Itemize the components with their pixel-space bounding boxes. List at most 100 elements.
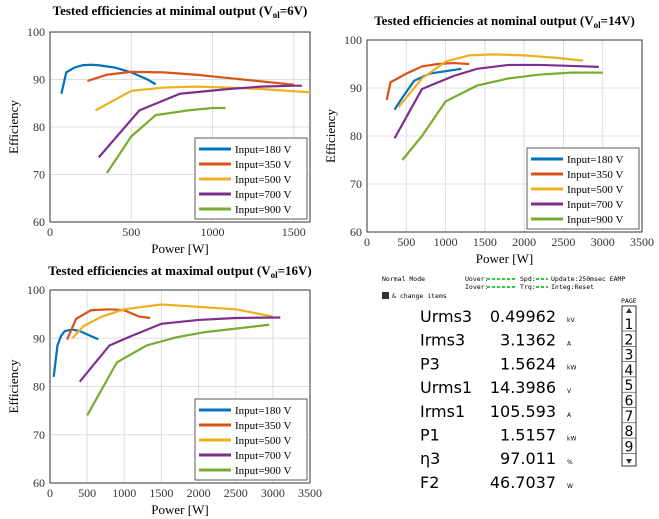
x-tick-label: 1500 (473, 235, 497, 249)
x-axis-label: Power [W] (476, 251, 533, 266)
meter-unit: A (567, 412, 572, 419)
y-tick-label: 70 (33, 428, 45, 442)
page-label: PAGE (621, 297, 637, 305)
legend-label: Input=700 V (235, 450, 291, 462)
figure: Normal Mode Uover: Iover: Spd: Trq: Upda… (0, 0, 659, 519)
legend-label: Input=500 V (235, 174, 291, 186)
page-number: 4 (625, 363, 634, 379)
meter-name: P3 (420, 354, 440, 373)
meter-value: 97.011 (500, 449, 556, 468)
legend-label: Input=180 V (567, 154, 623, 166)
chart: 60708090100050010001500Tested efficienci… (6, 3, 310, 256)
legend-label: Input=180 V (235, 405, 291, 417)
y-tick-label: 90 (33, 331, 45, 345)
legend-label: Input=900 V (567, 214, 623, 226)
title-text: Tested efficiencies at maximal output (V (48, 263, 271, 278)
x-tick-label: 3500 (298, 486, 322, 500)
meter-change: & change items (392, 292, 447, 300)
meter-unit: W (567, 483, 573, 490)
y-tick-label: 60 (33, 476, 45, 490)
meter-iover: Iover: (465, 283, 488, 291)
meter-integ: Integ:Reset (551, 283, 594, 291)
y-axis-label: Efficiency (323, 109, 338, 163)
title-text: Tested efficiencies at nominal output (V (374, 13, 594, 28)
meter-update: Update:250msec EAMP (551, 275, 625, 283)
meter-value: 14.3986 (490, 378, 556, 397)
x-tick-label: 1000 (201, 225, 225, 239)
legend-label: Input=700 V (235, 189, 291, 201)
y-tick-label: 80 (350, 129, 362, 143)
meter-unit: kW (567, 364, 576, 371)
meter-unit: kW (567, 436, 576, 443)
meter-name: Urms1 (420, 378, 472, 397)
meter-name: F2 (420, 473, 439, 492)
x-tick-label: 1500 (149, 486, 173, 500)
page-number: 8 (625, 424, 634, 440)
x-tick-label: 1000 (434, 235, 458, 249)
meter-mode: Normal Mode (382, 275, 425, 283)
y-tick-label: 100 (27, 25, 45, 39)
meter-unit: A (567, 341, 572, 348)
page-up (626, 308, 632, 313)
x-tick-label: 1000 (112, 486, 136, 500)
y-tick-label: 70 (350, 177, 362, 191)
y-axis-label: Efficiency (6, 359, 21, 413)
x-tick-label: 2500 (224, 486, 248, 500)
chart-title: Tested efficiencies at minimal output (V… (53, 3, 308, 20)
meter-name: Irms3 (420, 331, 465, 350)
legend-label: Input=180 V (235, 144, 291, 156)
page-number: 3 (625, 348, 634, 364)
y-tick-label: 100 (27, 283, 45, 297)
x-tick-label: 500 (122, 225, 140, 239)
page-number: 2 (625, 332, 634, 348)
y-tick-label: 60 (350, 225, 362, 239)
meter-name: η3 (420, 449, 440, 468)
x-tick-label: 500 (78, 486, 96, 500)
title-text: =16V) (278, 263, 312, 278)
meter-trq: Trq: (520, 283, 536, 291)
y-tick-label: 60 (33, 215, 45, 229)
meter-value: 1.5624 (500, 354, 556, 373)
legend-label: Input=700 V (567, 199, 623, 211)
meter-value: 1.5157 (500, 426, 556, 445)
legend-label: Input=500 V (235, 435, 291, 447)
meter-unit: V (567, 388, 572, 395)
x-axis-label: Power [W] (151, 502, 208, 517)
y-tick-label: 70 (33, 168, 45, 182)
meter-unit: % (567, 459, 573, 466)
meter-value: 46.7037 (490, 473, 556, 492)
x-tick-label: 3500 (630, 235, 654, 249)
legend-label: Input=350 V (235, 159, 291, 171)
legend-label: Input=350 V (567, 169, 623, 181)
title-text: Tested efficiencies at minimal output (V (53, 3, 274, 18)
x-tick-label: 3000 (591, 235, 615, 249)
meter-value: 105.593 (490, 402, 556, 421)
icon (382, 292, 389, 299)
meter-uover: Uover: (465, 275, 488, 283)
meter-unit: kV (567, 317, 575, 324)
legend-label: Input=900 V (235, 465, 291, 477)
x-tick-label: 3000 (261, 486, 285, 500)
x-tick-label: 0 (47, 225, 53, 239)
x-tick-label: 2500 (551, 235, 575, 249)
x-axis-label: Power [W] (151, 241, 208, 256)
page-number: 1 (625, 317, 634, 333)
page-number: 5 (625, 378, 634, 394)
legend-label: Input=900 V (235, 204, 291, 216)
page-number: 7 (625, 409, 634, 425)
x-tick-label: 0 (364, 235, 370, 249)
x-tick-label: 0 (47, 486, 53, 500)
meter-name: Urms3 (420, 307, 472, 326)
x-tick-label: 2000 (512, 235, 536, 249)
meter-name: P1 (420, 426, 440, 445)
meter-value: 0.49962 (490, 307, 556, 326)
y-tick-label: 80 (33, 120, 45, 134)
meter-spd: Spd: (520, 275, 536, 283)
x-tick-label: 1500 (282, 225, 306, 239)
page-down (626, 459, 632, 464)
page-number: 6 (625, 394, 634, 410)
y-tick-label: 100 (344, 33, 362, 47)
chart-title: Tested efficiencies at maximal output (V… (48, 263, 311, 280)
chart-title: Tested efficiencies at nominal output (V… (374, 13, 635, 30)
